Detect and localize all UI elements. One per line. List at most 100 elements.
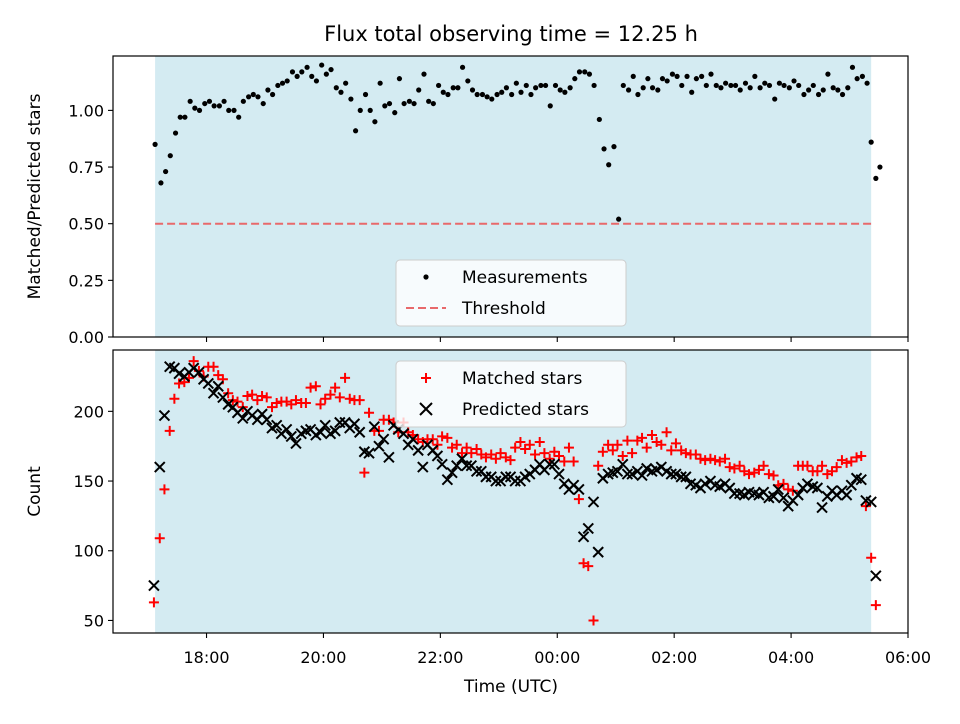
- measurement-point: [640, 85, 646, 91]
- predicted-star-point: [261, 413, 273, 426]
- matched-star-point: [427, 434, 438, 445]
- matched-star-point: [290, 395, 301, 406]
- measurement-point: [596, 116, 602, 123]
- predicted-star-point: [383, 451, 395, 464]
- matched-star-point: [315, 399, 326, 410]
- measurement-point: [708, 71, 714, 77]
- x-tick-label: 00:00: [534, 648, 580, 667]
- measurement-point: [435, 82, 442, 89]
- matched-star-point: [763, 469, 774, 480]
- predicted-star-point: [417, 461, 429, 473]
- measurement-point: [772, 96, 778, 102]
- measurement-point: [313, 78, 320, 84]
- predicted-star-point: [446, 466, 458, 479]
- matched-star-point: [437, 431, 448, 442]
- predicted-star-point: [577, 531, 590, 543]
- matched-star-point: [334, 392, 345, 403]
- measurement-point: [503, 85, 510, 91]
- measurement-point: [606, 162, 612, 168]
- measurement-point: [582, 69, 588, 75]
- measurement-point: [338, 89, 344, 95]
- predicted-star-point: [217, 391, 229, 404]
- matched-star-point: [232, 396, 243, 407]
- matched-star-point: [720, 453, 731, 464]
- measurement-point: [406, 98, 412, 104]
- predicted-star-point: [451, 460, 463, 472]
- predicted-star-point: [373, 440, 385, 452]
- count-points: [148, 356, 882, 626]
- predicted-star-point: [329, 425, 341, 437]
- measurement-point: [572, 76, 578, 82]
- matched-star-point: [768, 470, 779, 481]
- matched-star-point: [705, 453, 716, 464]
- measurement-point: [620, 82, 626, 89]
- measurement-point: [699, 73, 705, 79]
- measurement-point: [509, 91, 515, 98]
- measurement-point: [367, 107, 373, 113]
- measurement-point: [547, 103, 553, 109]
- matched-star-point: [641, 442, 652, 453]
- x-tick-label: 04:00: [768, 648, 814, 667]
- measurement-point: [246, 94, 252, 100]
- measurement-point: [187, 98, 193, 104]
- matched-star-point: [656, 439, 667, 450]
- measurement-point: [416, 87, 422, 93]
- matched-star-point: [174, 378, 185, 389]
- measurement-point: [216, 103, 222, 109]
- measurement-point: [684, 73, 690, 79]
- matched-star-point: [524, 439, 535, 450]
- matched-star-point: [646, 430, 657, 441]
- measurement-point: [693, 76, 699, 82]
- measurement-point: [226, 107, 232, 113]
- predicted-star-point: [772, 483, 784, 496]
- measurement-point: [830, 85, 836, 91]
- measurement-point: [762, 80, 768, 86]
- legend-marker: [423, 274, 429, 280]
- predicted-star-point: [621, 468, 634, 480]
- measurement-point: [357, 107, 363, 113]
- measurement-point: [182, 114, 188, 120]
- measurement-point: [386, 100, 393, 107]
- measurement-point: [649, 85, 656, 91]
- measurement-point: [810, 82, 816, 89]
- predicted-star-point: [611, 465, 624, 477]
- predicted-star-point: [285, 430, 297, 443]
- predicted-star-point: [777, 492, 790, 504]
- measurement-point: [202, 100, 208, 107]
- measurement-point: [494, 91, 500, 98]
- matched-star-point: [778, 478, 789, 489]
- measurement-point: [163, 168, 169, 175]
- measurement-point: [552, 82, 559, 89]
- measurement-point: [333, 85, 339, 91]
- measurement-point: [635, 91, 641, 98]
- matched-star-point: [534, 437, 545, 448]
- predicted-star-point: [553, 468, 565, 480]
- matched-star-point: [680, 448, 691, 459]
- matched-star-point: [802, 460, 813, 471]
- legend-box: [395, 360, 627, 428]
- measurement-point: [392, 110, 398, 116]
- matched-star-point: [700, 455, 711, 466]
- measurement-point: [723, 80, 729, 86]
- matched-star-point: [593, 460, 604, 471]
- predicted-star-point: [792, 489, 804, 501]
- y-tick-label: 100: [73, 542, 104, 561]
- y-tick-label: 150: [73, 472, 104, 491]
- measurement-points: [152, 62, 883, 222]
- measurement-point: [542, 82, 549, 89]
- measurement-point: [401, 100, 407, 107]
- predicted-star-point: [353, 426, 366, 438]
- measurement-point: [260, 100, 266, 107]
- matched-star-point: [242, 391, 253, 402]
- measurement-point: [343, 80, 349, 86]
- measurement-point: [299, 69, 305, 75]
- matched-star-point: [261, 392, 272, 403]
- matched-star-point: [148, 597, 159, 608]
- matched-star-point: [573, 494, 584, 505]
- measurement-point: [279, 80, 286, 86]
- predicted-star-point: [592, 546, 604, 558]
- predicted-star-point: [680, 471, 692, 483]
- matched-star-point: [300, 397, 311, 408]
- measurement-point: [655, 87, 661, 93]
